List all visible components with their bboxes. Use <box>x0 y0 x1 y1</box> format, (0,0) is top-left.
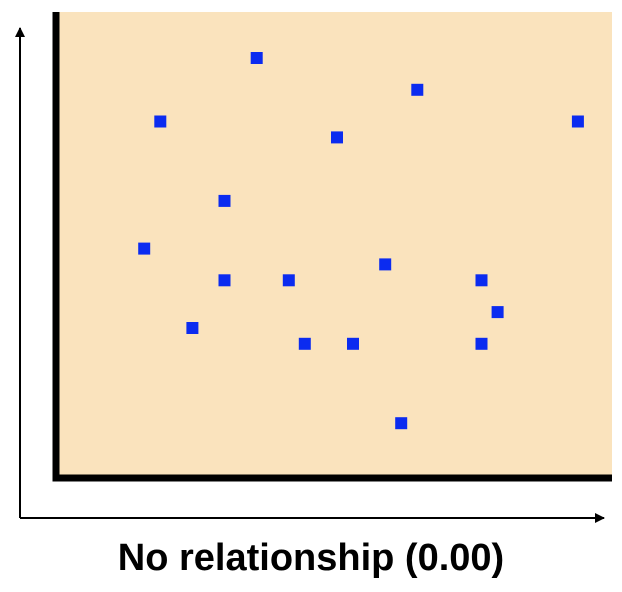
scatter-point <box>395 417 408 430</box>
scatter-point <box>475 337 488 350</box>
scatter-point <box>571 115 584 128</box>
scatter-point <box>411 83 424 96</box>
scatter-point <box>186 322 199 334</box>
scatter-point <box>379 258 392 271</box>
scatter-point <box>138 242 151 255</box>
scatter-point <box>475 274 488 287</box>
scatter-point <box>298 337 311 350</box>
scatter-point <box>331 131 343 144</box>
scatter-point <box>154 115 167 128</box>
chart-caption: No relationship (0.00) <box>117 537 505 579</box>
scatter-point <box>282 274 295 287</box>
scatter-points <box>138 52 584 430</box>
scatter-point <box>250 52 263 64</box>
scatter-point <box>218 194 231 207</box>
scatter-point <box>347 337 359 350</box>
scatter-point <box>218 274 231 287</box>
scatter-point <box>491 306 504 319</box>
